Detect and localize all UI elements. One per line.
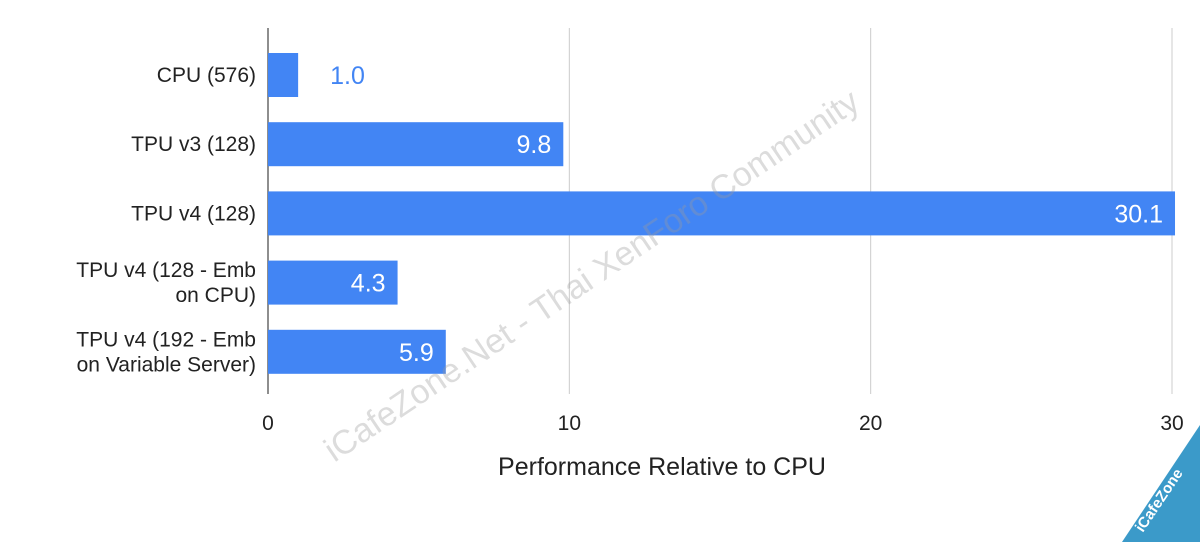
category-label: TPU v4 (128) — [131, 202, 256, 225]
bar — [268, 329, 446, 374]
category-label: CPU (576) — [157, 64, 256, 87]
value-label: 4.3 — [351, 270, 386, 298]
x-tick-labels: 0 10 20 30 — [262, 412, 1184, 435]
bar — [268, 260, 398, 305]
x-tick-label: 30 — [1160, 412, 1183, 435]
bar — [268, 122, 564, 167]
bar — [268, 191, 1176, 236]
value-label: 1.0 — [330, 62, 365, 90]
category-labels: CPU (576) TPU v3 (128) TPU v4 (128) TPU v4 … — [76, 64, 256, 376]
x-axis-title: Performance Relative to CPU — [498, 453, 826, 481]
corner-badge: iCafeZone — [1122, 425, 1200, 542]
category-label: TPU v3 (128) — [131, 133, 256, 156]
category-label: TPU v4 (128 - Emb on CPU) — [76, 259, 256, 307]
x-tick-label: 20 — [859, 412, 882, 435]
value-label: 5.9 — [399, 339, 434, 367]
value-labels: 1.0 9.8 30.1 4.3 5.9 — [330, 62, 1163, 367]
x-tick-label: 0 — [262, 412, 274, 435]
value-label: 30.1 — [1114, 200, 1163, 228]
bars — [268, 53, 1176, 374]
value-label: 9.8 — [517, 131, 552, 159]
corner-badge-shape — [1122, 425, 1200, 542]
x-tick-label: 10 — [558, 412, 581, 435]
category-label: TPU v4 (192 - Emb on Variable Server) — [76, 328, 256, 376]
bar — [268, 53, 299, 97]
